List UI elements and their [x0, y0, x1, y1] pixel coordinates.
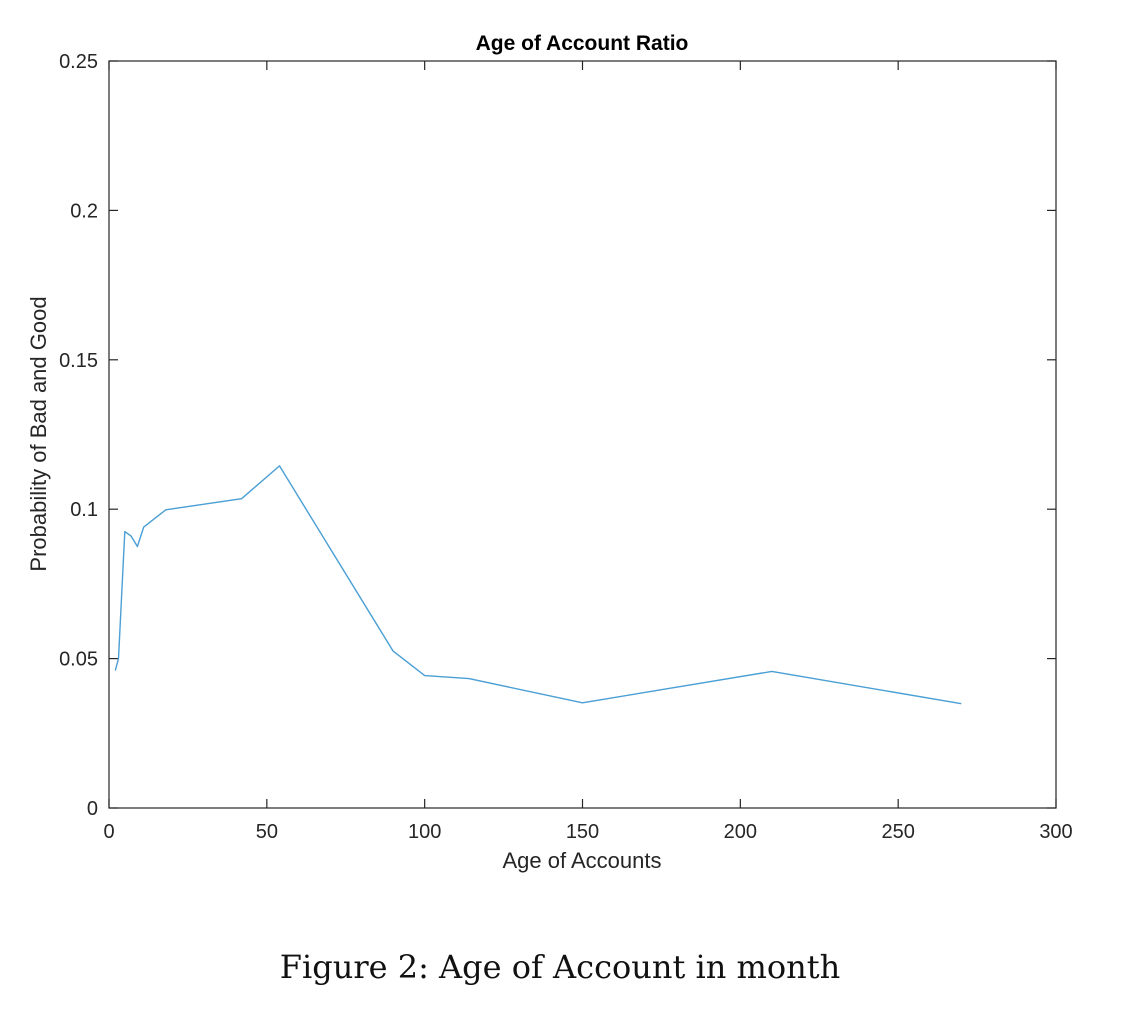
- series-layer: [114, 465, 962, 705]
- y-tick-label: 0.2: [70, 200, 98, 222]
- x-axis: 0 50 100 150 200 250 300: [103, 61, 1073, 843]
- y-axis: 0 0.05 0.1 0.15 0.2 0.25: [59, 51, 1056, 820]
- x-tick-label: 50: [256, 821, 278, 843]
- x-axis-label: Age of Accounts: [503, 848, 662, 873]
- y-tick-label: 0: [87, 798, 98, 820]
- y-tick-label: 0.05: [59, 649, 98, 671]
- y-axis-label: Probability of Bad and Good: [26, 296, 51, 571]
- figure-caption: Figure 2: Age of Account in month: [279, 948, 841, 986]
- y-tick-label: 0.15: [59, 350, 98, 372]
- line-chart: Age of Account Ratio 0 50 100 150 200 250 300 …: [26, 32, 1073, 873]
- x-tick-label: 100: [408, 821, 441, 843]
- series-line: [114, 465, 962, 705]
- x-tick-label: 0: [103, 821, 114, 843]
- y-tick-label: 0.1: [70, 499, 98, 521]
- chart-title: Age of Account Ratio: [476, 32, 689, 55]
- x-tick-label: 150: [566, 821, 599, 843]
- x-tick-label: 300: [1039, 821, 1072, 843]
- x-tick-label: 250: [881, 821, 914, 843]
- y-tick-label: 0.25: [59, 51, 98, 73]
- x-tick-label: 200: [724, 821, 757, 843]
